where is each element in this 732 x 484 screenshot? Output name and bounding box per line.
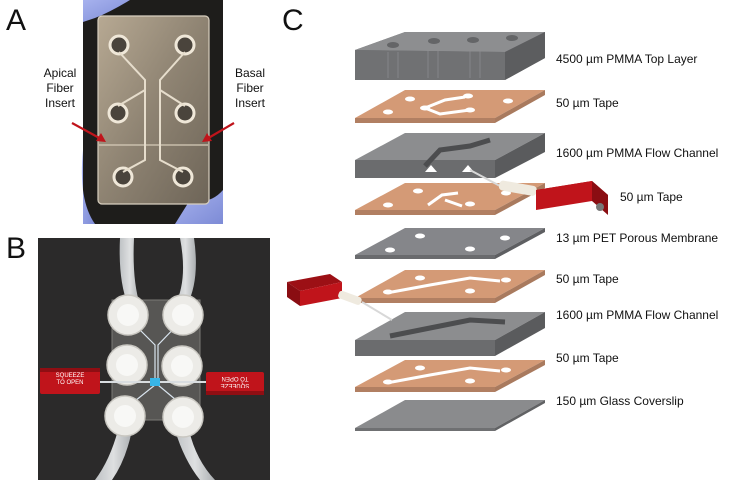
- layer-glass-coverslip: [355, 400, 545, 431]
- layer-label-4: 50 µm Tape: [620, 190, 683, 204]
- panel-label-c: C: [282, 4, 304, 37]
- panel-label-b: B: [6, 232, 27, 265]
- layer-stack: [287, 32, 608, 431]
- layer-pmma-channel-1: [355, 133, 545, 178]
- panel-label-a: A: [6, 4, 27, 37]
- layer-tape-3: [355, 270, 545, 303]
- basal-line-3: Insert: [234, 96, 265, 110]
- layer-label-3: 1600 µm PMMA Flow Channel: [556, 146, 719, 160]
- layer-pmma-top: [355, 32, 545, 80]
- apical-line-3: Insert: [44, 96, 75, 110]
- apical-fiber-insert-label: Apical Fiber Insert: [30, 66, 90, 111]
- layer-label-5: 13 µm PET Porous Membrane: [556, 231, 719, 245]
- layer-label-8: 50 µm Tape: [556, 351, 619, 365]
- connector-right-text: SQUEEZE TO OPEN: [208, 374, 262, 388]
- apical-line-2: Fiber: [46, 81, 74, 95]
- layer-pmma-channel-2: [355, 312, 545, 356]
- basal-fiber-insert-label: Basal Fiber Insert: [222, 66, 278, 111]
- connector-left-text: SQUEEZE TO OPEN: [42, 373, 98, 387]
- connector-right-line-1: SQUEEZE: [220, 382, 250, 388]
- apical-line-1: Apical: [43, 66, 77, 80]
- connector-left-line-2: TO OPEN: [56, 380, 84, 386]
- basal-line-2: Fiber: [236, 81, 264, 95]
- panel-b-photo: [38, 238, 270, 480]
- layer-tape-2: [355, 183, 545, 215]
- layer-label-2: 50 µm Tape: [556, 96, 619, 110]
- fiber-connector-left: [287, 274, 393, 321]
- fiber-connector-right: [469, 169, 608, 215]
- layer-tape-4: [355, 360, 545, 392]
- layer-label-6: 50 µm Tape: [556, 272, 619, 286]
- layer-label-1: 4500 µm PMMA Top Layer: [556, 52, 698, 66]
- connector-left-line-1: SQUEEZE: [55, 373, 85, 379]
- basal-line-1: Basal: [234, 66, 266, 80]
- layer-pet-membrane: [355, 228, 545, 259]
- layer-label-9: 150 µm Glass Coverslip: [556, 394, 684, 408]
- layer-label-7: 1600 µm PMMA Flow Channel: [556, 308, 719, 322]
- layer-tape-1: [355, 90, 545, 123]
- connector-right-line-2: TO OPEN: [221, 375, 249, 381]
- panel-a-photo: [71, 0, 235, 224]
